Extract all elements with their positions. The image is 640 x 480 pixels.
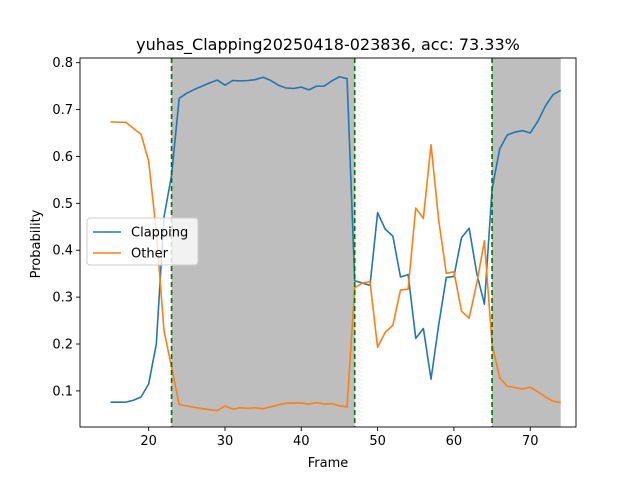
shaded-region <box>492 58 561 427</box>
y-tick-label: 0.1 <box>52 384 73 399</box>
y-tick-label: 0.7 <box>52 103 73 118</box>
series-line-clapping <box>110 75 562 403</box>
shaded-region <box>171 58 355 427</box>
x-tick-label: 30 <box>217 434 234 449</box>
legend: Clapping Other <box>86 217 199 266</box>
plot-area <box>79 57 577 428</box>
legend-label-other: Other <box>131 247 169 262</box>
y-tick-label: 0.3 <box>52 291 73 306</box>
y-tick-label: 0.8 <box>52 56 73 71</box>
legend-label-clapping: Clapping <box>131 226 188 241</box>
y-axis-label: Probability <box>29 209 44 278</box>
x-tick-label: 50 <box>369 434 386 449</box>
x-tick-label: 70 <box>522 434 539 449</box>
x-axis-label: Frame <box>308 456 349 471</box>
series-line-other <box>110 120 561 412</box>
plot-frame <box>79 57 577 428</box>
y-tick-label: 0.6 <box>52 150 73 165</box>
y-axis: 0.1 0.2 0.3 0.4 0.5 0.6 0.7 0.8 <box>52 56 80 399</box>
x-axis: 20 30 40 50 60 70 <box>140 427 538 449</box>
chart-title: yuhas_Clapping20250418-023836, acc: 73.3… <box>136 35 520 55</box>
y-tick-label: 0.5 <box>52 197 73 212</box>
y-tick-label: 0.4 <box>52 244 73 259</box>
x-tick-label: 20 <box>140 434 157 449</box>
y-tick-label: 0.2 <box>52 338 73 353</box>
x-tick-label: 60 <box>446 434 463 449</box>
x-tick-label: 40 <box>293 434 310 449</box>
